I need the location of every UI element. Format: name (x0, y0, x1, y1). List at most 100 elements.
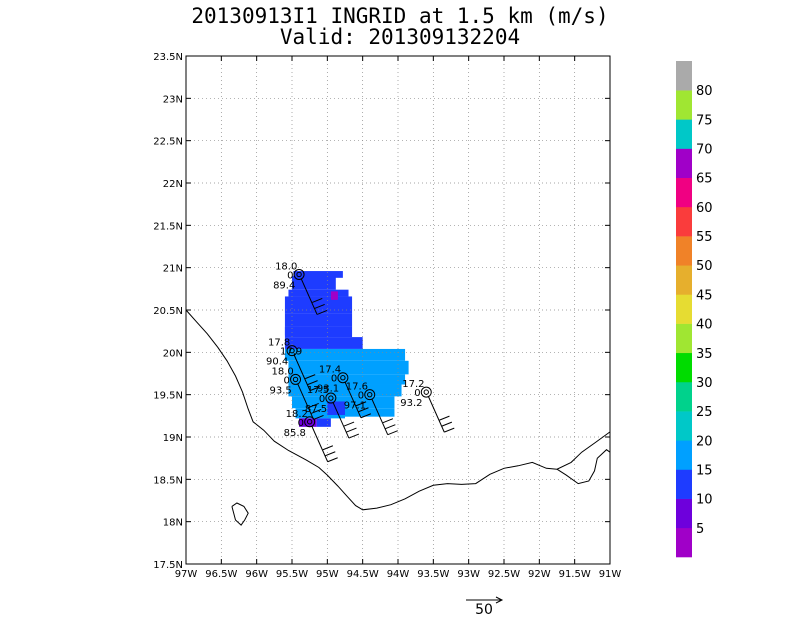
station-label: 97.1 (344, 401, 366, 412)
lat-tick-label: 19.5N (153, 391, 183, 402)
station-ring (304, 416, 316, 428)
station-label: 89.4 (273, 280, 295, 291)
inland-coastline-path (556, 449, 611, 485)
colorbar-bin (676, 61, 692, 91)
wind-cell (345, 408, 395, 417)
wind-barb-feather (314, 303, 325, 309)
colorbar: 5 10 15 20 25 30 35 40 45 50 55 60 65 70 75 80 (676, 61, 713, 558)
colorbar-bin (676, 148, 692, 179)
lat-tick-label: 17.5N (153, 560, 183, 571)
wind-barb-shaft (344, 381, 362, 418)
wind-cell (284, 348, 406, 361)
station-ring (364, 389, 376, 401)
wind-barb-feather (322, 445, 334, 451)
wind-barb-feather (439, 415, 450, 421)
station-label: 93.5 (270, 385, 292, 396)
colorbar-bin (676, 90, 692, 120)
colorbar-label: 35 (696, 347, 713, 362)
station-ring (420, 386, 432, 398)
wind-cell (295, 408, 345, 419)
station-dot (423, 389, 429, 395)
lat-tick-label: 23N (163, 94, 183, 105)
colorbar-label: 65 (696, 172, 713, 187)
station-label: 93.1 (317, 384, 339, 395)
wind-barb-feather (312, 297, 323, 303)
station-label: 0 (414, 388, 420, 399)
station-label: 18.2 (286, 409, 308, 420)
wind-cell (284, 326, 353, 338)
wind-barb-feather (382, 418, 394, 424)
wind-cell (288, 384, 402, 397)
station-label: 90.4 (266, 357, 288, 368)
valid-time: Valid: 201309132204 (279, 25, 521, 49)
wind-barb-shaft (371, 398, 389, 435)
lat-tick-label: 18.5N (153, 475, 183, 486)
lat-tick-label: 22.5N (153, 137, 183, 148)
wind-cell (316, 418, 331, 427)
lon-tick-label: 94W (387, 569, 410, 580)
station-dot (289, 347, 295, 354)
station-label: 0 (319, 394, 325, 405)
colorbar-label: 70 (696, 143, 713, 158)
lat-tick-label: 20.5N (153, 306, 183, 317)
wind-speed-field (284, 271, 409, 427)
lon-tick-label: 96.5W (205, 569, 237, 580)
wind-barb-feather (441, 421, 453, 427)
colorbar-label: 20 (696, 434, 713, 449)
station-dot (328, 395, 334, 401)
colorbar-bin (676, 352, 692, 383)
station-label: 0 (287, 270, 293, 281)
wind-barb-feather (310, 408, 322, 414)
wind-cell (288, 360, 409, 375)
lon-tick-label: 96W (245, 569, 268, 580)
colorbar-bin (676, 265, 692, 295)
wind-barb-feather (325, 451, 336, 457)
station-label: 0 (331, 374, 337, 385)
station-label: 17.5 (307, 385, 329, 396)
station-label: 17.8 (268, 338, 290, 349)
wind-cell (288, 289, 349, 297)
station-dot (367, 391, 373, 398)
colorbar-bin (676, 323, 692, 354)
lagoon-outline (231, 502, 249, 526)
wind-barb-feather (305, 374, 316, 380)
reference-vector-label: 50 (475, 602, 493, 618)
station-label: 87.5 (305, 404, 327, 415)
lat-tick-label: 18N (163, 518, 183, 529)
station-label: 18.0 (275, 261, 297, 272)
lon-tick-label: 93W (457, 569, 480, 580)
colorbar-bin (676, 236, 692, 266)
lon-tick-label: 93.5W (417, 569, 449, 580)
axis-ticks: 97W 96.5W 96W 95.5W 95W 94.5W 94W 93.5W 93W 92.5W… (153, 52, 621, 580)
colorbar-bin (676, 177, 692, 208)
station-label: 17.9 (280, 347, 302, 358)
colorbar-bin (676, 469, 692, 499)
wind-barb-feather (343, 421, 355, 427)
colorbar-bin (676, 527, 692, 558)
colorbar-bin (676, 294, 692, 324)
lon-tick-label: 91.5W (559, 569, 591, 580)
lat-tick-label: 22N (163, 179, 183, 190)
wind-cell (293, 271, 343, 278)
station-ring (293, 268, 305, 280)
wind-barb-shaft (300, 278, 318, 315)
wind-cell (284, 313, 353, 327)
coastline-path (185, 309, 611, 511)
lat-tick-label: 20N (163, 348, 183, 359)
colorbar-label: 25 (696, 405, 713, 420)
station-label: 0 (284, 375, 290, 386)
station-marker: 17.817.990.4 (266, 338, 321, 392)
wind-barb-shaft (297, 383, 314, 420)
wind-cell (288, 374, 406, 385)
lat-tick-label: 19N (163, 433, 183, 444)
colorbar-label: 40 (696, 318, 713, 333)
wind-barb-feather (348, 433, 360, 439)
station-ring (337, 372, 349, 384)
